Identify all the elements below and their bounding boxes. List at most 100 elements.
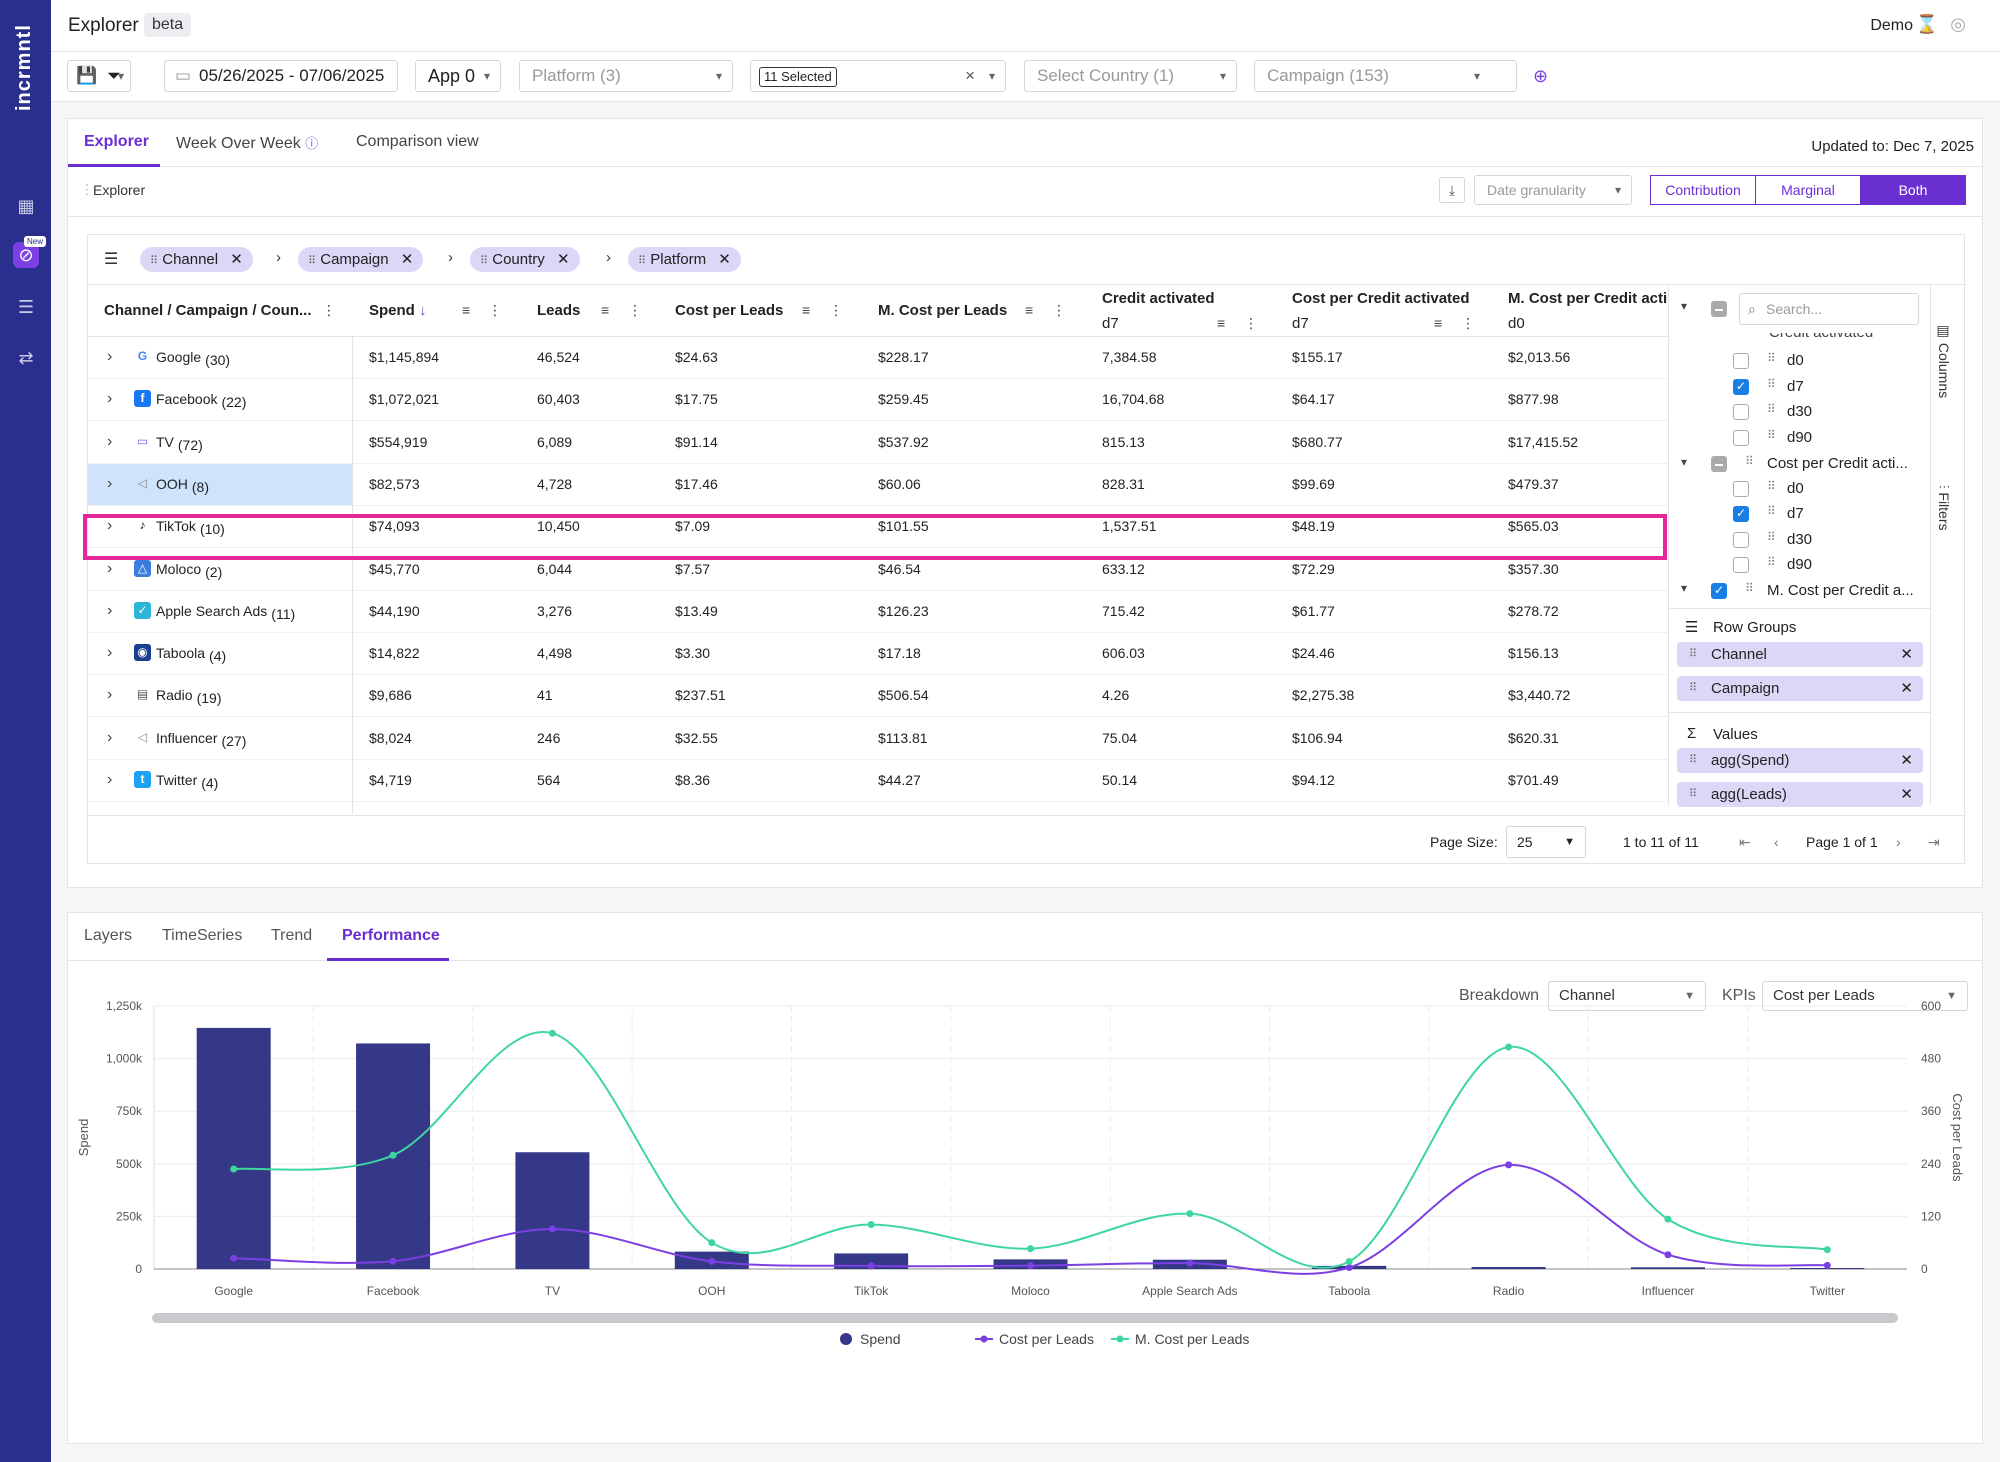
checkbox-credit-d7[interactable] xyxy=(1733,379,1749,395)
tab-layers[interactable]: Layers xyxy=(84,927,133,944)
header-credit-activated[interactable]: Credit activated xyxy=(1102,290,1215,307)
expand-chevron-icon[interactable]: › xyxy=(107,517,113,535)
group-chip-campaign[interactable]: ⠿ Campaign ✕ xyxy=(298,247,424,272)
checkbox-cpca-group[interactable] xyxy=(1711,456,1727,472)
tab-timeseries[interactable]: TimeSeries xyxy=(162,927,243,944)
column-menu-icon[interactable]: ⋮ xyxy=(1461,315,1475,331)
checkbox-cpca-d7[interactable] xyxy=(1733,506,1749,522)
remove-icon[interactable]: ✕ xyxy=(1900,646,1913,663)
remove-icon[interactable]: ✕ xyxy=(400,251,414,268)
checkbox-credit-d30[interactable] xyxy=(1733,404,1749,420)
expand-chevron-icon[interactable]: › xyxy=(107,771,113,788)
table-row[interactable]: › f Facebook (22) $1,072,021 60,403 $17.75 $259… xyxy=(88,379,1668,422)
drag-handle-icon[interactable]: ⋮ xyxy=(80,181,94,197)
filter-icon[interactable]: ≡ xyxy=(802,302,811,318)
dashboard-icon[interactable]: ▦ xyxy=(17,196,35,216)
filter-icon[interactable]: ≡ xyxy=(601,302,610,318)
sort-desc-icon[interactable]: ↓ xyxy=(419,302,427,319)
date-granularity-select[interactable]: Date granularity ▾ xyxy=(1474,175,1632,205)
column-menu-icon[interactable]: ⋮ xyxy=(829,302,843,318)
expand-chevron-icon[interactable]: › xyxy=(107,644,113,662)
value-chip-leads[interactable]: ⠿ agg(Leads) ✕ xyxy=(1677,782,1923,807)
last-page-icon[interactable]: ⇥ xyxy=(1928,834,1940,850)
mode-contribution-button[interactable]: Contribution xyxy=(1650,175,1756,205)
kpi-select[interactable]: Cost per Leads ▼ xyxy=(1762,981,1968,1011)
filter-icon[interactable]: ≡ xyxy=(1025,302,1034,318)
remove-icon[interactable]: ✕ xyxy=(718,251,731,268)
checkbox-mcpca-group[interactable] xyxy=(1711,583,1727,599)
header-m-cost-per-credit[interactable]: M. Cost per Credit acti xyxy=(1508,290,1668,307)
header-cost-per-credit-activated[interactable]: Cost per Credit activated xyxy=(1292,290,1470,307)
header-leads[interactable]: Leads xyxy=(537,302,581,319)
remove-icon[interactable]: ✕ xyxy=(556,251,570,268)
tab-trend[interactable]: Trend xyxy=(271,927,313,944)
tab-explorer[interactable]: Explorer xyxy=(84,133,149,150)
reports-icon[interactable]: ☰ xyxy=(17,297,35,317)
group-chip-country[interactable]: ⠿ Country ✕ xyxy=(470,247,580,272)
first-page-icon[interactable]: ⇤ xyxy=(1739,834,1751,850)
column-menu-icon[interactable]: ⋮ xyxy=(628,302,642,318)
remove-icon[interactable]: ✕ xyxy=(1900,680,1913,697)
previous-page-icon[interactable]: ‹ xyxy=(1774,834,1779,850)
filter-icon[interactable]: ≡ xyxy=(462,302,471,318)
header-m-cost-per-leads[interactable]: M. Cost per Leads xyxy=(878,302,1008,319)
collapse-icon[interactable]: ▾ xyxy=(1681,299,1688,313)
column-search-input[interactable]: ⌕ Search... xyxy=(1739,293,1919,325)
header-cost-per-leads[interactable]: Cost per Leads xyxy=(675,302,784,319)
table-row[interactable]: › ▭ TV (72) $554,919 6,089 $91.14 $537.92 815.13… xyxy=(88,422,1668,464)
save-filter-group[interactable]: 💾 ⏷ ▾ xyxy=(67,60,131,92)
download-icon[interactable]: ⤓ xyxy=(1439,177,1465,203)
column-menu-icon[interactable]: ⋮ xyxy=(322,302,336,318)
table-row[interactable]: › ◁ OOH (8) $82,573 4,728 $17.46 $60.06 828.31 $9… xyxy=(88,463,1668,506)
expand-chevron-icon[interactable]: › xyxy=(107,432,113,450)
header-channel[interactable]: Channel / Campaign / Coun... xyxy=(104,302,312,319)
breakdown-select[interactable]: Channel ▼ xyxy=(1548,981,1706,1011)
column-menu-icon[interactable]: ⋮ xyxy=(488,302,502,318)
column-menu-icon[interactable]: ⋮ xyxy=(1244,315,1258,331)
expand-chevron-icon[interactable]: › xyxy=(107,390,113,408)
column-menu-icon[interactable]: ⋮ xyxy=(1052,302,1066,318)
collapse-icon[interactable]: ▾ xyxy=(1681,581,1688,595)
expand-chevron-icon[interactable]: › xyxy=(107,686,113,704)
table-row[interactable]: › ◉ Taboola (4) $14,822 4,498 $3.30 $17.18 606.0… xyxy=(88,633,1668,676)
remove-icon[interactable]: ✕ xyxy=(230,251,243,268)
header-credit-d7[interactable]: d7 xyxy=(1102,315,1119,332)
next-page-icon[interactable]: › xyxy=(1896,834,1901,850)
date-range-picker[interactable]: ▭ 05/26/2025 - 07/06/2025 xyxy=(164,60,398,92)
tab-week-over-week[interactable]: Week Over Week ⓘ xyxy=(176,133,318,153)
table-row[interactable]: › ♪ TikTok (10) $74,093 10,450 $7.09 $101.55 1,5… xyxy=(88,506,1668,549)
user-avatar-icon[interactable]: ◎ xyxy=(1950,14,1966,34)
user-name[interactable]: Demo xyxy=(1870,17,1913,34)
checkbox-cpca-d90[interactable] xyxy=(1733,557,1749,573)
info-icon[interactable]: ⓘ xyxy=(305,136,319,151)
checkbox-credit-d0[interactable] xyxy=(1733,353,1749,369)
side-tab-columns[interactable]: ▤ Columns xyxy=(1936,323,1952,398)
row-group-chip-campaign[interactable]: ⠿ Campaign ✕ xyxy=(1677,676,1923,701)
table-row[interactable]: › △ Moloco (2) $45,770 6,044 $7.57 $46.54 633.12… xyxy=(88,549,1668,591)
table-row[interactable]: › ◁ Influencer (27) $8,024 246 $32.55 $113.81 75… xyxy=(88,718,1668,760)
group-chip-channel[interactable]: ⠿ Channel ✕ xyxy=(140,247,253,272)
exchange-icon[interactable]: ⇄ xyxy=(18,348,34,368)
clear-icon[interactable]: × xyxy=(965,66,975,85)
select-all-checkbox[interactable] xyxy=(1711,301,1727,317)
row-group-chip-channel[interactable]: ⠿ Channel ✕ xyxy=(1677,642,1923,667)
country-select[interactable]: Select Country (1) ▾ xyxy=(1024,60,1237,92)
filter-icon[interactable]: ⏷ xyxy=(107,66,121,85)
table-row[interactable]: › G Google (30) $1,145,894 46,524 $24.63 $228.1… xyxy=(88,337,1668,379)
campaign-select[interactable]: Campaign (153) ▾ xyxy=(1254,60,1517,92)
table-row[interactable]: › ▤ Radio (19) $9,686 41 $237.51 $506.54 4.26 $2,… xyxy=(88,675,1668,718)
checkbox-credit-d90[interactable] xyxy=(1733,430,1749,446)
platform-select[interactable]: Platform (3) ▾ xyxy=(519,60,733,92)
checkbox-cpca-d30[interactable] xyxy=(1733,532,1749,548)
expand-chevron-icon[interactable]: › xyxy=(107,601,113,619)
save-icon[interactable]: 💾 xyxy=(76,66,98,85)
mode-marginal-button[interactable]: Marginal xyxy=(1755,175,1861,205)
header-mcpca-d0[interactable]: d0 xyxy=(1508,315,1525,332)
app-select[interactable]: App 0 ▾ xyxy=(415,60,501,92)
add-filter-icon[interactable]: ⊕ xyxy=(1533,66,1549,86)
hourglass-icon[interactable]: ⌛ xyxy=(1915,14,1938,34)
side-tab-filters[interactable]: ⫶ Filters xyxy=(1936,485,1952,531)
channel-multi-select[interactable]: 11 Selected × ▾ xyxy=(750,60,1006,92)
mode-both-button[interactable]: Both xyxy=(1860,175,1966,205)
expand-chevron-icon[interactable]: › xyxy=(107,728,113,746)
